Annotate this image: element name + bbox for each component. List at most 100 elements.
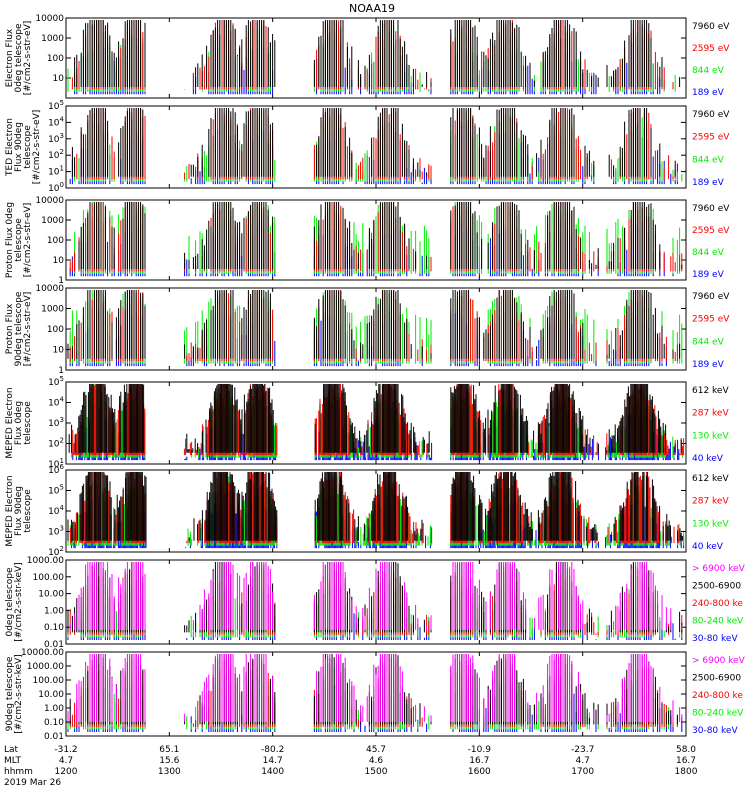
y-axis-label: [#/cm2-s-str-eV] — [23, 292, 33, 367]
legend-entry: 240-800 ke — [692, 691, 743, 701]
legend-entry: 612 keV — [692, 474, 729, 484]
y-axis-label: MEPED Electron — [5, 387, 15, 458]
y-tick-label: 100 — [47, 325, 64, 335]
series-path — [67, 654, 683, 722]
footer-value: 1300 — [158, 767, 181, 777]
y-axis-label: [#/cm2-s-str-keV] — [14, 654, 24, 733]
y-tick-label: 1000.00 — [27, 556, 64, 566]
footer-value: 14.7 — [263, 756, 283, 766]
legend-entry: 2595 eV — [692, 226, 730, 236]
y-axis-label: telescope — [23, 489, 33, 533]
series-path — [67, 562, 683, 633]
y-tick-label: 10000 — [35, 284, 64, 294]
y-axis-label: 90deg telescope — [14, 291, 24, 366]
footer-row-label: hhmm — [4, 767, 33, 777]
y-axis-label: 0deg telescope — [5, 567, 15, 637]
panel-1: 10 100 1000 10000 Electron Flux 0deg telescop… — [5, 14, 730, 99]
footer-value: -80.2 — [261, 745, 284, 755]
footer-value: 1400 — [261, 767, 284, 777]
footer-value: 1600 — [468, 767, 491, 777]
y-tick-label: 1 — [58, 366, 64, 376]
y-axis-label: telescope — [23, 401, 33, 445]
series-path — [78, 202, 683, 269]
legend-entry: 844 eV — [692, 248, 725, 258]
y-tick-label: 1000 — [41, 305, 64, 315]
footer-value: 16.7 — [469, 756, 489, 766]
y-axis-label: Proton Flux 0deg — [5, 202, 15, 278]
data-traces — [69, 108, 683, 185]
y-tick-label: 1.00 — [44, 606, 64, 616]
data-traces — [67, 654, 683, 732]
legend-entry: 2595 eV — [692, 133, 730, 143]
y-tick-label: 10 — [53, 346, 65, 356]
footer-value: -10.9 — [468, 745, 492, 755]
series-trace — [67, 562, 683, 633]
y-tick-label: 10 — [53, 256, 65, 266]
series-trace — [71, 384, 683, 458]
legend-entry: 7960 eV — [692, 110, 730, 120]
y-axis-label: [#/cm2-s-str-eV] — [32, 110, 42, 185]
legend-entry: 40 keV — [692, 542, 724, 552]
legend-entry: 2500-6900 — [692, 582, 741, 592]
y-tick-label: 1 — [58, 276, 64, 286]
y-tick-label: 100 — [47, 236, 64, 246]
legend-entry: 240-800 ke — [692, 599, 743, 609]
legend-entry: 80-240 keV — [692, 617, 744, 627]
y-axis-label: 0deg telescope — [14, 23, 24, 93]
y-axis-label: telescope — [14, 218, 24, 262]
footer-value: 4.6 — [369, 756, 384, 766]
series-path — [67, 472, 683, 541]
y-tick-label: 103 — [48, 132, 64, 145]
legend-entry: 40 keV — [692, 454, 724, 464]
legend-entry: 130 keV — [692, 431, 729, 441]
y-tick-label: 0.10 — [44, 718, 64, 728]
footer-value: 65.1 — [159, 745, 179, 755]
y-tick-label: 102 — [48, 437, 64, 450]
series-trace — [74, 202, 681, 274]
panel-7: 0.01 0.10 1.00 10.00 100.00 1000.00 0deg teles… — [5, 556, 746, 650]
legend-entry: 7960 eV — [692, 22, 730, 32]
legend-entry: 2500-6900 — [692, 674, 741, 684]
y-tick-label: 1000.00 — [27, 662, 64, 672]
legend-entry: 130 keV — [692, 519, 729, 529]
y-tick-label: 104 — [48, 504, 64, 517]
y-tick-label: 10.00 — [38, 590, 64, 600]
legend-entry: > 6900 keV — [692, 656, 746, 666]
y-axis-label: [#/cm2-s-str-eV] — [23, 21, 33, 96]
series-path — [69, 562, 683, 630]
series-path — [69, 472, 680, 544]
series-path — [74, 20, 681, 87]
y-axis-label: [#/cm2-s-str-eV] — [23, 203, 33, 278]
footer-row-label: Lat — [4, 745, 19, 755]
series-path — [71, 108, 676, 177]
footer-value: 16.7 — [676, 756, 696, 766]
y-tick-label: 0.10 — [44, 623, 64, 633]
y-axis-label: Flux 90deg — [14, 486, 24, 536]
y-tick-label: 0.01 — [44, 732, 64, 742]
y-tick-label: 104 — [48, 396, 64, 409]
footer-value: 15.6 — [159, 756, 179, 766]
panel-2: 100 101 102 103 104 105 TED Electron Flux 90deg… — [5, 99, 730, 194]
y-tick-label: 101 — [48, 165, 64, 178]
y-tick-label: 10000 — [35, 196, 64, 206]
footer-row-label: MLT — [4, 756, 22, 766]
y-axis-label: Flux 0deg — [14, 401, 24, 445]
y-tick-label: 103 — [48, 416, 64, 429]
legend-entry: 612 keV — [692, 386, 729, 396]
data-traces — [67, 472, 685, 549]
y-tick-label: 10.00 — [38, 690, 64, 700]
y-tick-label: 1000 — [41, 216, 64, 226]
legend-entry: 189 eV — [692, 270, 725, 280]
legend-entry: 30-80 keV — [692, 634, 738, 644]
y-axis-label: Flux 90deg — [14, 122, 24, 172]
panel-4: 1 10 100 1000 10000 Proton Flux 90deg telescop… — [5, 284, 730, 376]
y-tick-label: 0.01 — [44, 640, 64, 650]
series-path — [69, 302, 667, 367]
legend-entry: 287 keV — [692, 497, 729, 507]
legend-entry: 30-80 keV — [692, 726, 738, 736]
y-axis-label: telescope — [23, 125, 33, 169]
